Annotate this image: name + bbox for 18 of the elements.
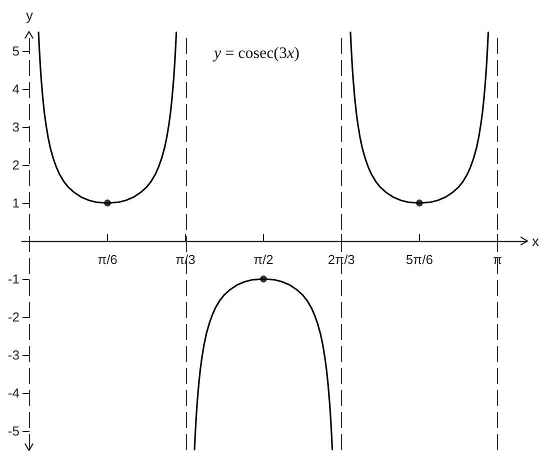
y-tick-label: -2 [8,310,20,324]
y-tick-label: 5 [12,44,20,58]
x-tick-label: π/2 [254,252,274,267]
y-tick-label: -4 [8,386,20,400]
x-axis-title: x [532,233,539,249]
y-tick-label: 3 [12,120,20,134]
annotation: y = cosec(3x) [214,45,300,63]
x-tick-label: π/3 [176,252,196,267]
y-tick-label: -5 [8,424,20,438]
y-axis-title: y [26,7,33,23]
y-tick-label: -1 [8,272,20,286]
x-tick-label: 5π/6 [406,252,433,267]
x-tick-label: π [493,252,502,267]
y-tick-label: 1 [12,196,20,210]
y-tick-label: 2 [12,158,20,172]
x-tick-label: π/6 [98,252,118,267]
y-tick-label: -3 [8,348,20,362]
y-tick-label: 4 [12,82,20,96]
